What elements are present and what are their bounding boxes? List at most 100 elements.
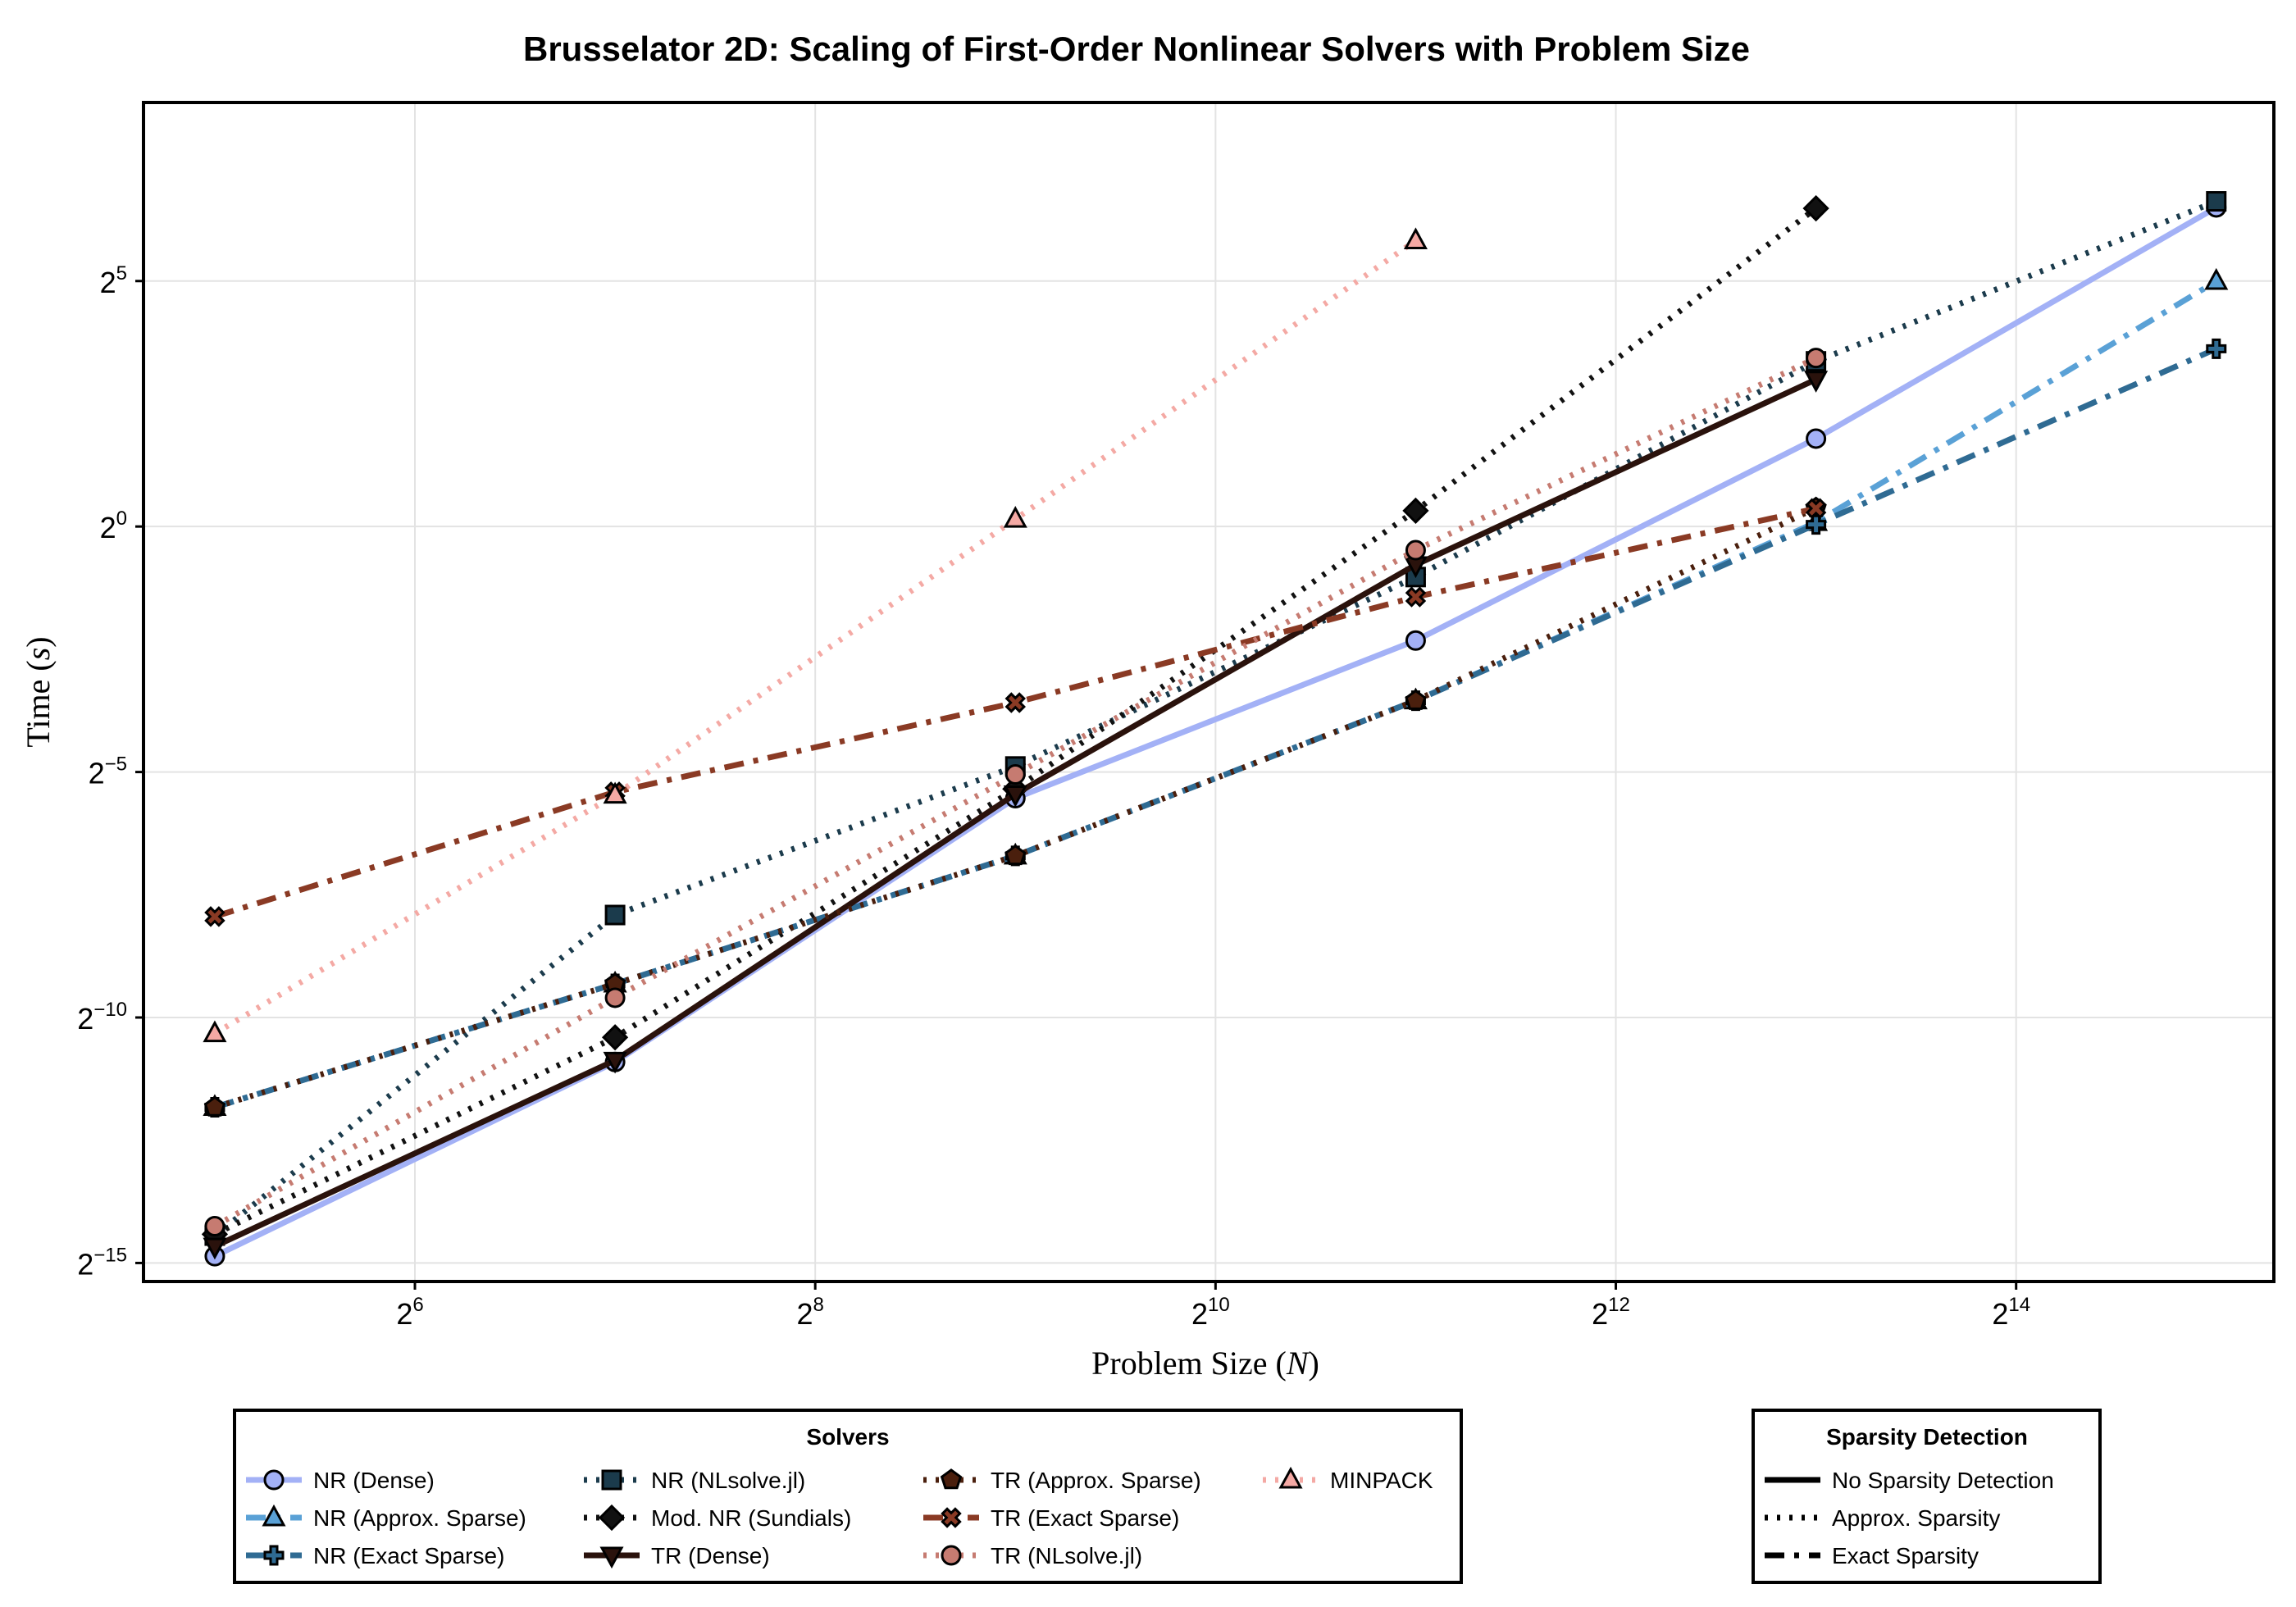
x-tick-label: 28: [796, 1294, 823, 1331]
series-5: [203, 371, 1829, 1260]
legend-item: Exact Sparsity: [1765, 1543, 1979, 1568]
data-point: [203, 1237, 227, 1260]
y-axis-label: Time (s): [20, 636, 57, 747]
legend-marker: [601, 1469, 622, 1491]
series-8: [204, 348, 1827, 1237]
plot-area: [142, 101, 2276, 1283]
y-tick-label: 2−5: [89, 753, 127, 790]
legend-marker: [262, 1504, 286, 1527]
legend-item: TR (Exact Sparse): [923, 1505, 1179, 1531]
series-line: [213, 279, 2218, 1110]
data-point: [1003, 506, 1027, 528]
y-tick-base: 2: [77, 1002, 93, 1036]
data-point: [2206, 338, 2227, 359]
legend-solvers: Solvers NR (Dense)NR (Approx. Sparse)NR …: [233, 1409, 1463, 1584]
y-tick-label: 2−10: [77, 999, 127, 1036]
legend-marker: [941, 1545, 962, 1566]
x-tick-exponent: 6: [412, 1294, 423, 1316]
data-point: [2206, 191, 2227, 212]
x-tick-exponent: 12: [1608, 1294, 1630, 1316]
x-tick-label: 212: [1592, 1294, 1630, 1331]
data-point: [1805, 498, 1827, 519]
x-tick-base: 2: [396, 1297, 412, 1331]
series-line: [213, 206, 1818, 1237]
data-point: [1004, 844, 1027, 866]
x-axis-label: Problem Size (N): [1091, 1345, 1319, 1382]
x-tick-base: 2: [1992, 1297, 2008, 1331]
data-point: [1004, 692, 1026, 713]
y-tick-base: 2: [100, 266, 116, 299]
legend-label: TR (Exact Sparse): [991, 1505, 1179, 1531]
legend-label: TR (Dense): [651, 1543, 770, 1568]
y-tick-label: 2−15: [77, 1244, 127, 1281]
y-axis-label-close: ): [20, 636, 57, 647]
data-point: [603, 781, 627, 804]
legend-label: NR (Exact Sparse): [313, 1543, 504, 1568]
series-layer: [201, 191, 2229, 1267]
data-point: [1804, 371, 1829, 393]
legend-label: NR (Approx. Sparse): [313, 1505, 526, 1531]
x-tick-base: 2: [1592, 1297, 1608, 1331]
data-point: [603, 1051, 627, 1074]
x-tick-exponent: 14: [2008, 1294, 2030, 1316]
data-point: [1405, 539, 1426, 561]
data-point: [1403, 227, 1428, 250]
legend-marker: [598, 1504, 626, 1532]
legend-marker: [941, 1507, 962, 1528]
x-tick-label: 214: [1992, 1294, 2030, 1331]
legend-item: NR (Exact Sparse): [246, 1543, 504, 1568]
legend-solvers-items: NR (Dense) NR (Approx. Sparse) NR (Exact S…: [246, 1466, 1433, 1569]
legend-label: Exact Sparsity: [1832, 1543, 1979, 1568]
legend-marker: [940, 1468, 963, 1490]
legend-sparsity: Sparsity Detection No Sparsity Detection…: [1752, 1409, 2102, 1584]
data-point: [204, 1216, 226, 1237]
y-axis-label-var: s: [20, 648, 57, 661]
chart-title: Brusselator 2D: Scaling of First-Order N…: [523, 30, 1750, 68]
plot-frame: [142, 101, 2276, 1283]
legend-item: NR (Approx. Sparse): [246, 1504, 526, 1531]
legend-label: No Sparsity Detection: [1832, 1468, 2054, 1493]
legend-label: NR (Dense): [313, 1468, 435, 1493]
x-axis-ticks: 26 28 210 212 214: [396, 1282, 2030, 1331]
x-axis-label-text: Problem Size (: [1091, 1345, 1287, 1382]
legend-item: No Sparsity Detection: [1765, 1468, 2054, 1493]
data-point: [203, 1020, 227, 1043]
y-tick-exponent: 0: [116, 508, 127, 530]
y-tick-base: 2: [77, 1247, 93, 1281]
data-point: [604, 987, 626, 1008]
x-axis-label-close: ): [1309, 1345, 1319, 1382]
legend-item: TR (Dense): [584, 1543, 770, 1569]
legend-marker: [599, 1546, 624, 1569]
x-tick-exponent: 8: [813, 1294, 824, 1316]
series-9: [203, 227, 1428, 1043]
legend-item: TR (NLsolve.jl): [923, 1543, 1142, 1568]
legend-sparsity-items: No Sparsity Detection Approx. Sparsity Exa…: [1765, 1468, 2054, 1568]
data-point: [1806, 514, 1827, 535]
data-point: [1402, 497, 1429, 525]
data-point: [601, 1024, 629, 1051]
legend-label: MINPACK: [1330, 1468, 1433, 1493]
legend-marker: [1278, 1466, 1303, 1489]
y-tick-label: 25: [100, 262, 127, 299]
y-tick-exponent: 5: [116, 262, 127, 285]
data-point: [1802, 194, 1829, 222]
x-axis-label-var: N: [1286, 1345, 1310, 1382]
legend-label: NR (NLsolve.jl): [651, 1468, 805, 1493]
data-point: [1003, 785, 1027, 808]
legend-label: TR (Approx. Sparse): [991, 1468, 1201, 1493]
x-tick-label: 210: [1191, 1294, 1230, 1331]
x-tick-base: 2: [796, 1297, 813, 1331]
y-tick-exponent: −10: [93, 999, 127, 1021]
y-tick-base: 2: [100, 511, 116, 544]
y-tick-label: 20: [100, 508, 127, 544]
data-point: [203, 1095, 226, 1117]
data-point: [1806, 348, 1827, 369]
series-line: [213, 355, 1818, 1229]
series-line: [213, 346, 2218, 1110]
x-tick-base: 2: [1191, 1297, 1208, 1331]
data-point: [1004, 764, 1026, 785]
data-point: [2204, 267, 2229, 290]
